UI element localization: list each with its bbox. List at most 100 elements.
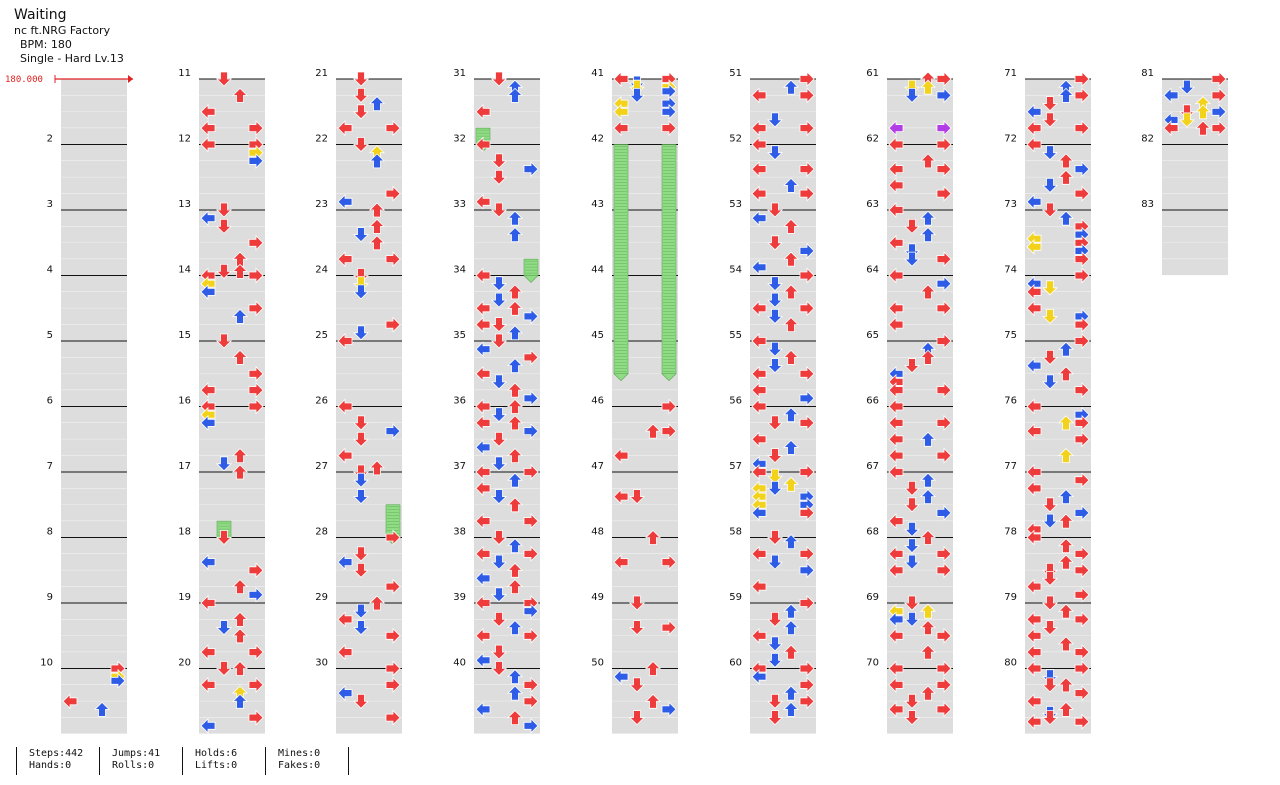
up-arrow-icon <box>1195 120 1211 136</box>
beat-band <box>61 619 127 636</box>
left-arrow-icon <box>751 120 767 137</box>
down-arrow-icon <box>904 480 920 496</box>
beat-band <box>474 668 540 685</box>
left-arrow-icon <box>475 414 491 431</box>
beat-band <box>61 668 127 685</box>
beat-band <box>1162 160 1228 177</box>
beat-band <box>474 242 540 259</box>
left-arrow-icon <box>751 185 767 202</box>
beat-band <box>887 521 953 538</box>
right-arrow-icon <box>385 185 401 202</box>
beat-band <box>61 701 127 718</box>
beat-band <box>61 373 127 390</box>
beat-band <box>336 95 402 112</box>
measure-number: 78 <box>1004 527 1017 538</box>
beat-band <box>612 521 678 538</box>
left-arrow-icon <box>888 161 904 178</box>
left-arrow-icon <box>613 554 629 571</box>
up-arrow-icon <box>920 210 936 226</box>
measure-number: 32 <box>453 134 466 145</box>
beat-band <box>1162 193 1228 210</box>
beat-band <box>887 701 953 718</box>
up-arrow-icon <box>507 382 523 398</box>
right-arrow-icon <box>799 660 815 677</box>
left-arrow-icon <box>200 120 216 137</box>
right-arrow-icon <box>1074 251 1090 268</box>
measure-number: 69 <box>866 592 879 603</box>
beat-band <box>1025 210 1091 226</box>
down-arrow-icon <box>491 431 507 447</box>
beat-band <box>750 210 816 226</box>
down-arrow-icon <box>491 169 507 185</box>
down-arrow-icon <box>491 71 507 87</box>
song-difficulty: Single - Hard Lv.13 <box>20 52 124 65</box>
up-arrow-icon <box>1058 636 1074 652</box>
beat-band <box>887 570 953 587</box>
left-arrow-icon <box>200 283 216 300</box>
beat-band <box>199 570 265 587</box>
down-arrow-icon <box>904 693 920 709</box>
up-arrow-icon <box>232 693 248 709</box>
measure-number: 11 <box>178 68 191 79</box>
left-arrow-icon <box>62 693 78 710</box>
right-arrow-icon <box>799 185 815 202</box>
beat-band <box>750 455 816 472</box>
beat-band <box>474 259 540 276</box>
up-arrow-icon <box>1058 366 1074 382</box>
right-arrow-icon <box>936 275 952 292</box>
beat-band <box>336 259 402 276</box>
beat-band <box>61 341 127 357</box>
beat-band <box>612 210 678 226</box>
beat-band <box>1162 210 1228 226</box>
right-arrow-icon <box>936 120 952 137</box>
right-arrow-icon <box>661 619 677 636</box>
measure-number: 3 <box>47 199 53 210</box>
beat-band <box>336 177 402 194</box>
up-arrow-icon <box>507 227 523 243</box>
holds-count: Holds:6 <box>195 748 238 759</box>
right-arrow-icon <box>523 603 539 620</box>
beat-band <box>1162 95 1228 112</box>
right-arrow-icon <box>523 308 539 325</box>
down-arrow-icon <box>216 530 232 546</box>
beat-band <box>336 570 402 587</box>
beat-band <box>1025 95 1091 112</box>
beat-band <box>612 652 678 669</box>
down-arrow-icon <box>353 562 369 578</box>
left-arrow-icon <box>888 464 904 480</box>
left-arrow-icon <box>888 447 904 464</box>
left-arrow-icon <box>751 333 767 349</box>
up-arrow-icon <box>783 603 799 619</box>
beat-band <box>474 177 540 194</box>
left-arrow-icon <box>475 365 491 382</box>
measure-number: 21 <box>315 68 328 79</box>
beat-band <box>474 504 540 521</box>
up-arrow-icon <box>1058 489 1074 505</box>
beat-band <box>1162 242 1228 259</box>
beat-band <box>336 504 402 521</box>
song-title: Waiting <box>14 7 67 23</box>
right-arrow-icon <box>799 676 815 693</box>
beat-band <box>199 455 265 472</box>
left-arrow-icon <box>200 554 216 571</box>
left-arrow-icon <box>888 611 904 628</box>
measure-number: 2 <box>47 134 53 145</box>
measure-number: 31 <box>453 68 466 79</box>
beat-band <box>474 357 540 374</box>
measure-number: 24 <box>315 265 328 276</box>
measure-number: 74 <box>1004 265 1017 276</box>
measure-number: 29 <box>315 592 328 603</box>
down-arrow-icon <box>767 652 783 668</box>
beat-band <box>336 226 402 243</box>
up-arrow-icon <box>507 415 523 431</box>
left-arrow-icon <box>1026 283 1042 300</box>
hold-body <box>613 144 629 375</box>
beat-band <box>887 455 953 472</box>
beat-band <box>474 291 540 308</box>
beat-band <box>887 79 953 95</box>
left-arrow-icon <box>475 627 491 644</box>
beat-band <box>612 373 678 390</box>
beat-band <box>61 275 127 292</box>
up-arrow-icon <box>507 685 523 701</box>
down-arrow-icon <box>353 88 369 103</box>
